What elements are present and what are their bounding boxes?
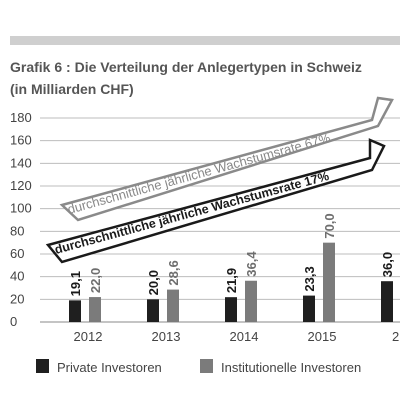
x-tick-label: 2014 [230, 329, 259, 344]
bar-value-label: 19,1 [68, 271, 83, 296]
growth-arrow [59, 96, 394, 222]
y-tick-label: 80 [10, 223, 24, 238]
bar-value-label: 36,4 [244, 251, 259, 277]
bars: 19,1 20,0 21,9 23,3 36,0 22,0 28,6 36,4 70,0 [68, 213, 395, 322]
legend-label: Private Investoren [57, 360, 162, 375]
y-tick-label: 120 [10, 178, 32, 193]
header-rule [10, 36, 400, 45]
x-tick-label: 2015 [308, 329, 337, 344]
bar-value-label: 36,0 [380, 252, 395, 277]
bar-value-label: 22,0 [88, 268, 103, 293]
bar [323, 242, 335, 322]
bar-value-label: 23,3 [302, 266, 317, 291]
bar [225, 297, 237, 322]
bar [89, 297, 101, 322]
x-tick-label: 2 [392, 329, 399, 344]
chart-title-block: Grafik 6 : Die Verteilung der Anlegertyp… [10, 56, 395, 100]
bar [167, 289, 179, 322]
y-tick-label: 180 [10, 110, 32, 125]
bar [381, 281, 393, 322]
legend-swatch [36, 359, 49, 373]
bar [245, 280, 257, 322]
legend: Private Investoren Institutionelle Invest… [36, 359, 361, 375]
y-tick-label: 0 [10, 314, 17, 329]
bar [147, 299, 159, 322]
bar-value-label: 70,0 [322, 213, 337, 238]
growth-annotations: durchschnittliche jährliche Wachstumsrat… [45, 96, 394, 264]
y-tick-label: 40 [10, 269, 24, 284]
growth-arrow [45, 138, 386, 264]
bar [303, 295, 315, 322]
bar-value-label: 21,9 [224, 268, 239, 293]
x-tick-labels: 2012 2013 2014 2015 2 [74, 329, 400, 344]
bar-value-label: 28,6 [166, 260, 181, 285]
bar-value-label: 20,0 [146, 270, 161, 295]
y-tick-label: 100 [10, 201, 32, 216]
chart-subtitle: (in Milliarden CHF) [10, 81, 134, 97]
y-tick-label: 160 [10, 133, 32, 148]
x-tick-label: 2013 [152, 329, 181, 344]
legend-label: Institutionelle Investoren [221, 360, 361, 375]
bar [69, 300, 81, 322]
chart-title: Grafik 6 : Die Verteilung der Anlegertyp… [10, 59, 362, 75]
y-tick-label: 20 [10, 291, 24, 306]
legend-swatch [200, 359, 213, 373]
y-tick-label: 60 [10, 246, 24, 261]
y-tick-labels: 0 20 40 60 80 100 120 140 160 180 [10, 110, 32, 329]
x-tick-label: 2012 [74, 329, 103, 344]
y-tick-label: 140 [10, 155, 32, 170]
